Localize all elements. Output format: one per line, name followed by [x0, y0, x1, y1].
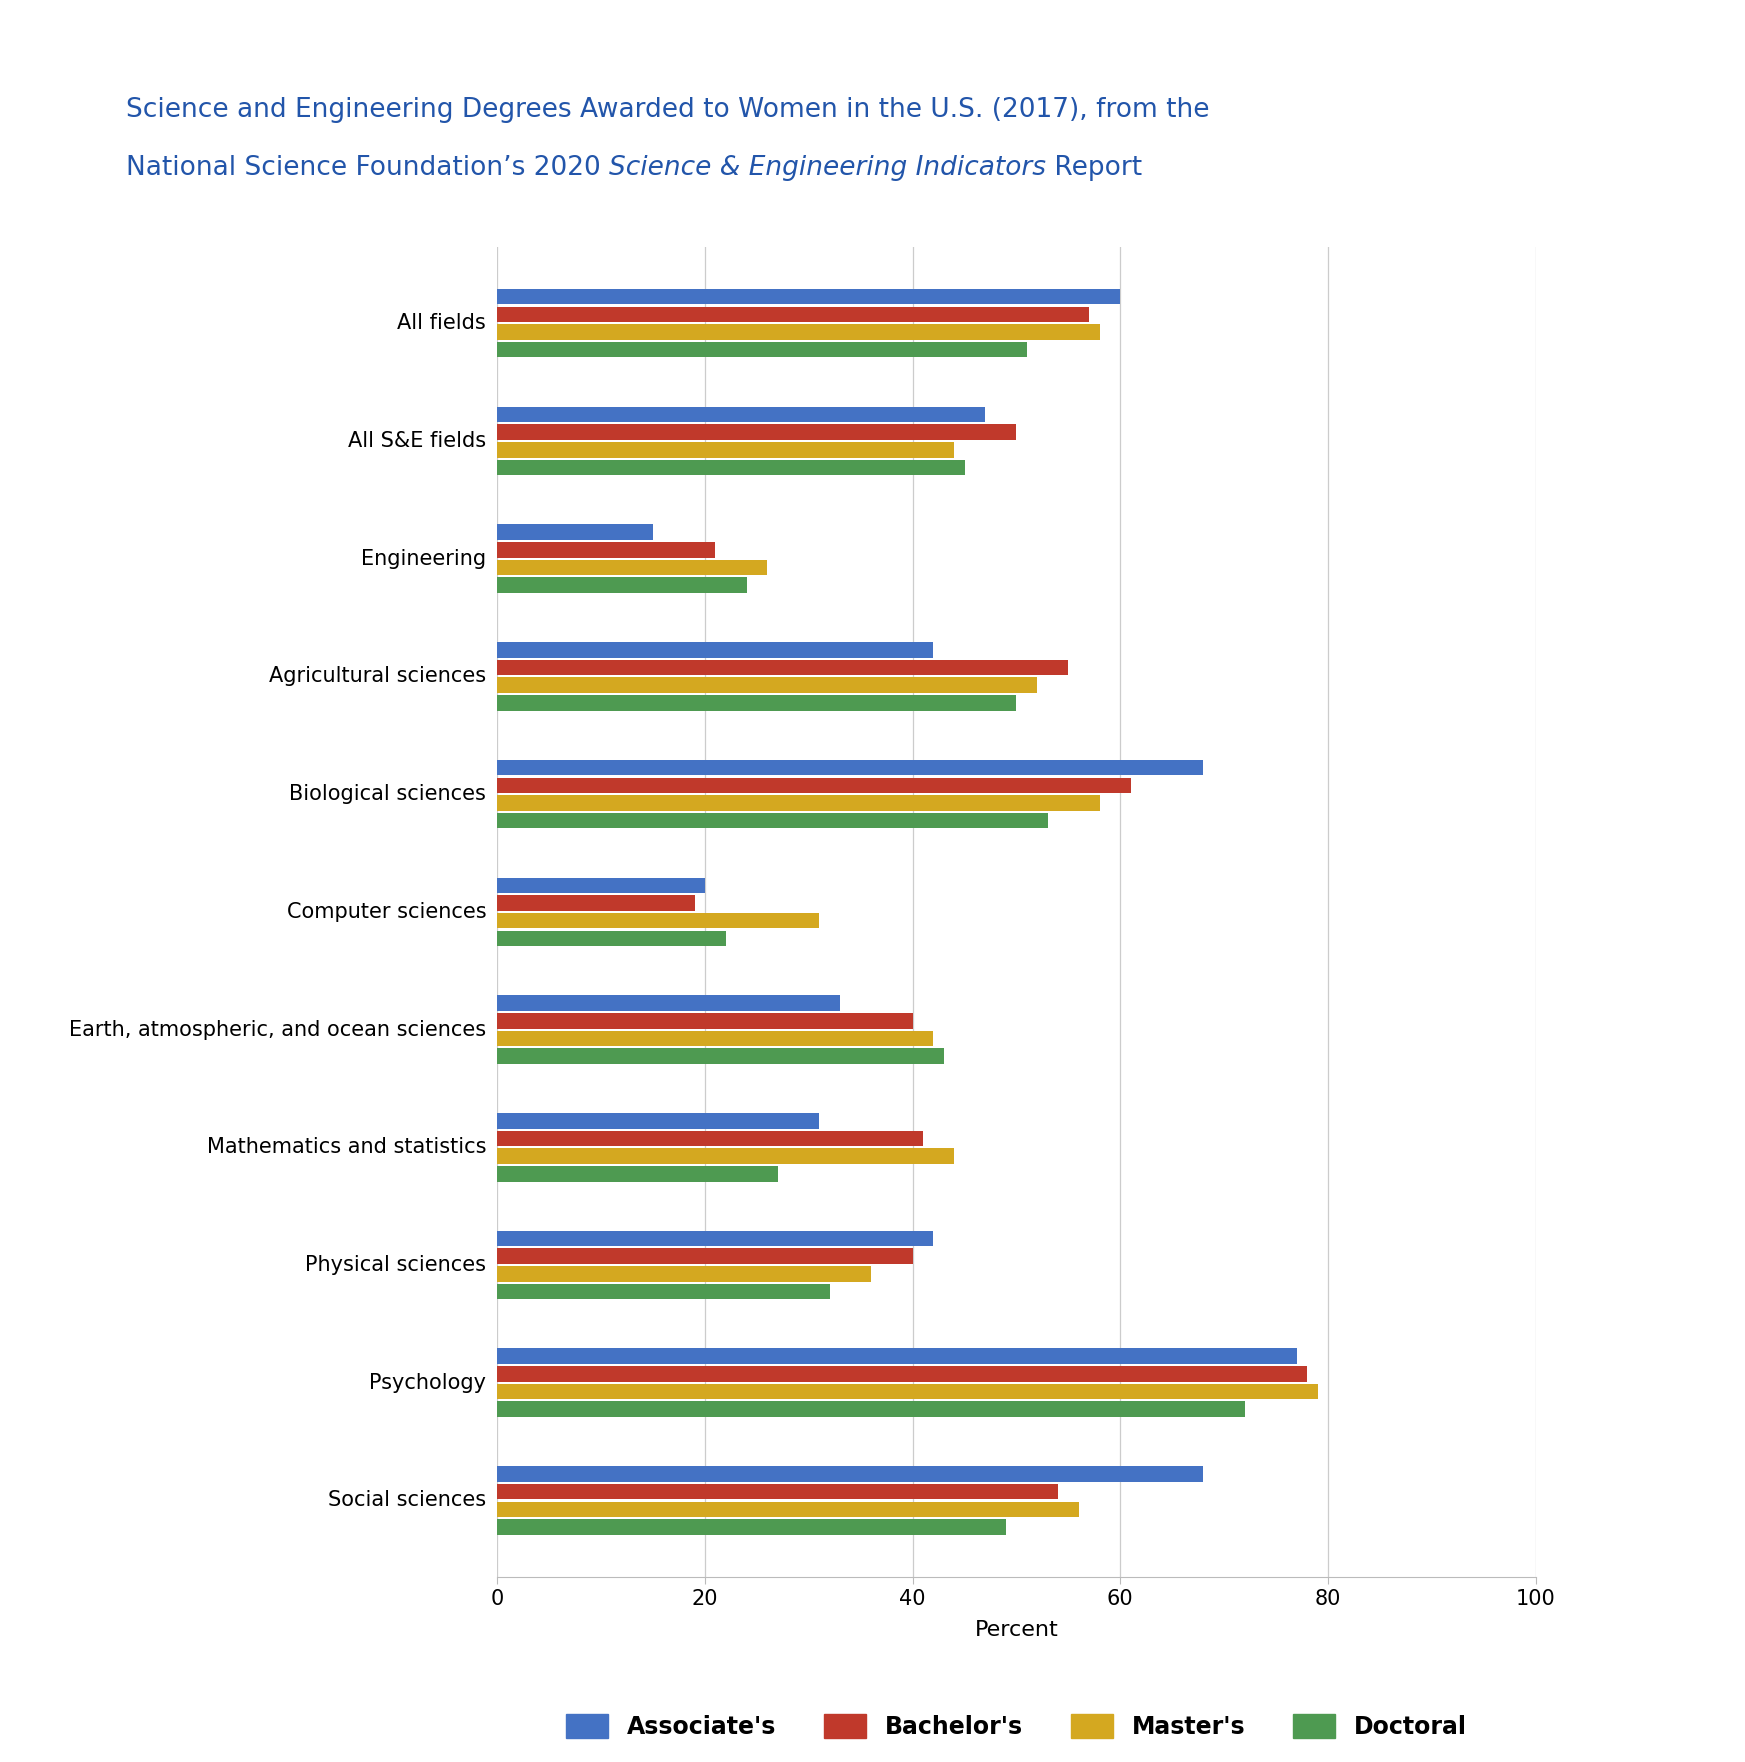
Text: Report: Report — [1045, 155, 1141, 181]
Bar — [497, 795, 1099, 811]
Bar — [497, 525, 653, 539]
Bar — [497, 1284, 829, 1299]
Bar — [497, 407, 986, 423]
Bar — [497, 1131, 923, 1147]
Bar — [497, 1114, 818, 1129]
Bar — [497, 759, 1204, 775]
Text: National Science Foundation’s 2020: National Science Foundation’s 2020 — [126, 155, 609, 181]
Bar — [497, 543, 715, 557]
Bar — [497, 930, 726, 946]
Bar — [497, 895, 695, 911]
Bar — [497, 1383, 1317, 1399]
Bar — [497, 442, 955, 458]
Bar — [497, 1484, 1057, 1499]
Bar — [497, 777, 1131, 793]
Bar — [497, 1401, 1244, 1417]
Bar — [497, 1149, 955, 1165]
Text: Science and Engineering Degrees Awarded to Women in the U.S. (2017), from the: Science and Engineering Degrees Awarded … — [126, 97, 1209, 123]
Bar — [497, 1501, 1078, 1517]
Text: Science & Engineering Indicators: Science & Engineering Indicators — [609, 155, 1045, 181]
Bar — [497, 289, 1120, 305]
Bar — [497, 1230, 934, 1246]
Bar — [497, 578, 747, 594]
Bar — [497, 1166, 778, 1182]
Bar — [497, 1466, 1204, 1482]
Bar — [497, 812, 1047, 828]
Bar — [497, 1519, 1007, 1535]
Bar — [497, 641, 934, 657]
Bar — [497, 677, 1037, 692]
Bar — [497, 1267, 871, 1281]
Bar — [497, 1031, 934, 1047]
Bar — [497, 913, 818, 929]
Bar — [497, 324, 1099, 340]
Bar — [497, 425, 1016, 440]
Legend: Associate's, Bachelor's, Master's, Doctoral: Associate's, Bachelor's, Master's, Docto… — [553, 1702, 1480, 1751]
Bar — [497, 1348, 1297, 1364]
Bar — [497, 1249, 913, 1263]
Bar — [497, 560, 768, 574]
Bar — [497, 694, 1016, 710]
Bar — [497, 1048, 944, 1064]
Bar — [497, 342, 1026, 358]
Bar — [497, 1013, 913, 1029]
Bar — [497, 460, 965, 476]
Bar — [497, 877, 705, 893]
Bar — [497, 996, 839, 1011]
Bar — [497, 1366, 1307, 1381]
Bar — [497, 659, 1068, 675]
X-axis label: Percent: Percent — [975, 1619, 1057, 1640]
Bar — [497, 307, 1089, 322]
